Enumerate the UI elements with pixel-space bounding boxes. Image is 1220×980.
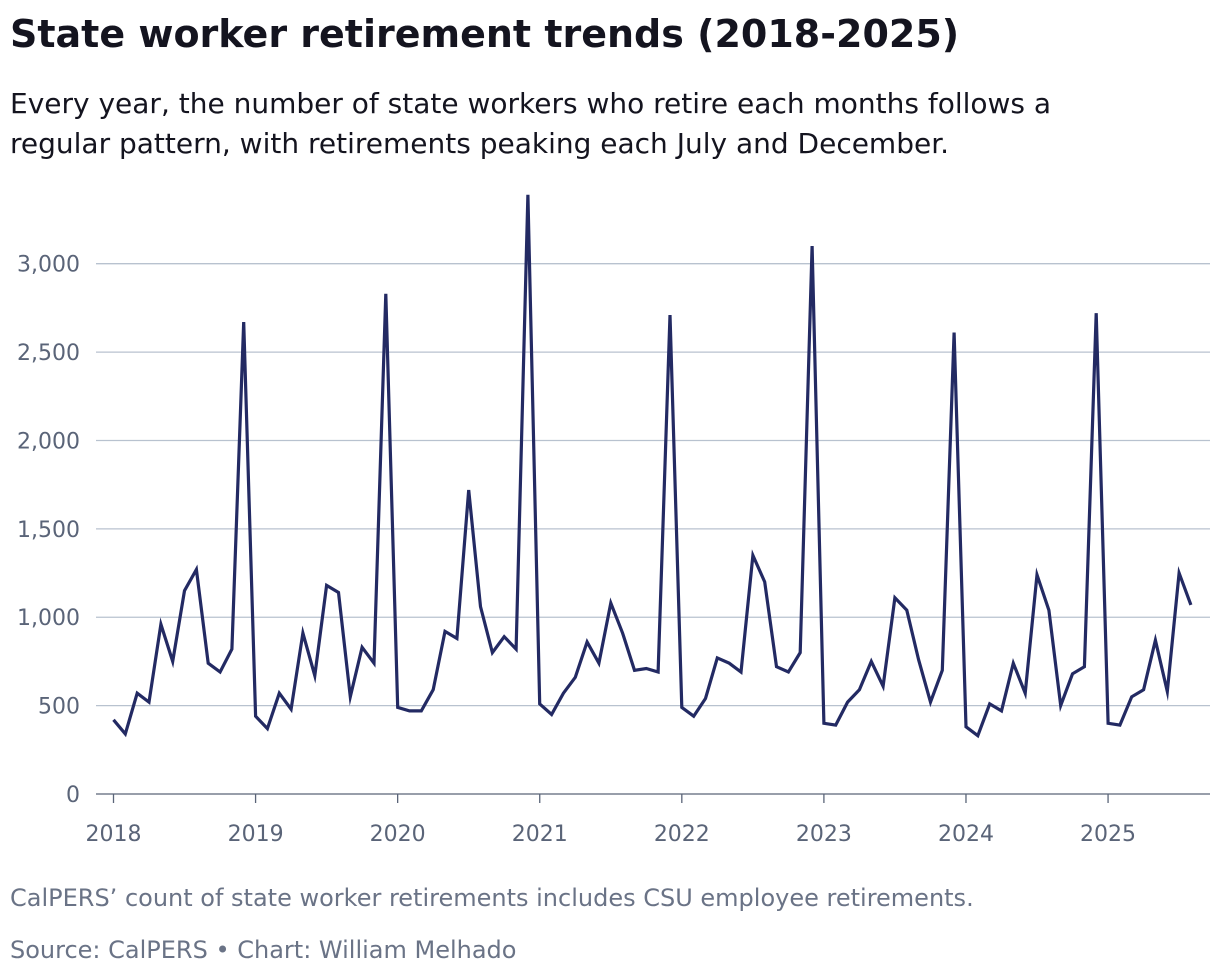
series-layer	[112, 194, 1193, 739]
y-tick-label: 2,000	[17, 429, 80, 454]
y-tick-label: 3,000	[17, 253, 80, 278]
x-tick-label: 2025	[1080, 822, 1136, 847]
y-tick-label: 500	[38, 695, 80, 720]
y-tick-label: 2,500	[17, 341, 80, 366]
chart-note: CalPERS’ count of state worker retiremen…	[10, 884, 974, 912]
y-tick-label: 1,500	[17, 518, 80, 543]
x-tick-label: 2022	[654, 822, 710, 847]
y-tick-label: 0	[66, 783, 80, 808]
y-axis: 0 500 1,000 1,500 2,000 2,500 3,000	[17, 253, 80, 808]
x-tick-label: 2021	[512, 822, 568, 847]
gridlines	[96, 263, 1210, 707]
x-tick-label: 2020	[370, 822, 426, 847]
x-axis: 2018 2019 2020 2021 2022 2023 2024 2025	[86, 793, 1210, 847]
x-tick-label: 2023	[796, 822, 852, 847]
chart-source: Source: CalPERS • Chart: William Melhado	[10, 936, 517, 964]
chart-title: State worker retirement trends (2018-202…	[10, 12, 960, 56]
chart-subtitle: Every year, the number of state workers …	[10, 87, 1052, 160]
x-tick-label: 2018	[86, 822, 142, 847]
x-tick-label: 2019	[228, 822, 284, 847]
y-tick-label: 1,000	[17, 606, 80, 631]
series-line	[112, 194, 1193, 739]
x-tick-label: 2024	[938, 822, 994, 847]
